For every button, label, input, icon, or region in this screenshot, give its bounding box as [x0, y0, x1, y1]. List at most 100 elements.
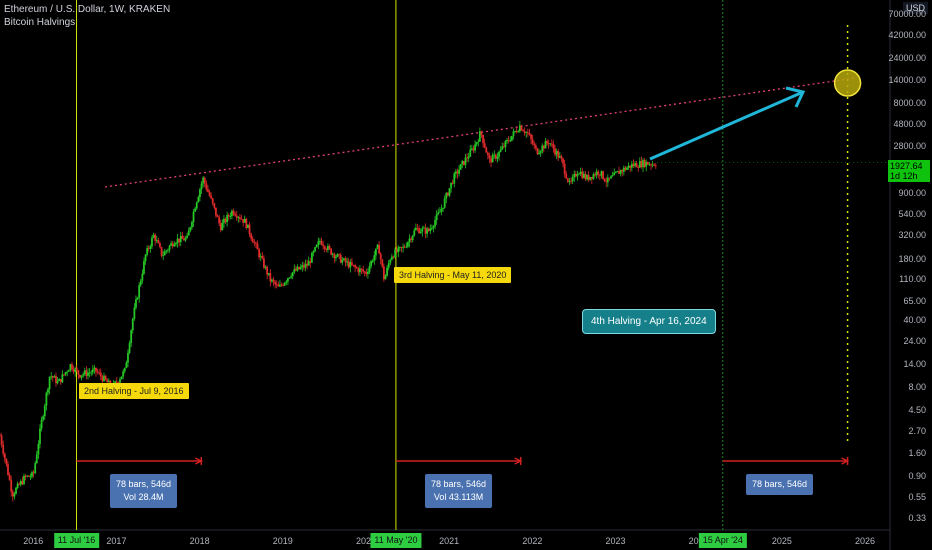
halving-2-note[interactable]: 2nd Halving - Jul 9, 2016 [79, 383, 189, 399]
candle-body [239, 217, 241, 219]
candle-body [496, 156, 499, 159]
candle-body [314, 247, 317, 252]
candle-body [203, 177, 206, 184]
candle-body [114, 381, 117, 383]
candle-body [211, 198, 214, 204]
halving-3-note[interactable]: 3rd Halving - May 11, 2020 [394, 267, 512, 283]
candle-body [293, 268, 296, 273]
candle-body [488, 155, 491, 159]
candle-body [589, 177, 592, 180]
symbol-title[interactable]: Ethereum / U.S. Dollar, 1W, KRAKEN [4, 4, 171, 15]
halving-date-tag: 15 Apr '24 [698, 533, 747, 548]
target-circle [833, 69, 862, 97]
candle-body [490, 158, 492, 163]
candle-body [0, 435, 3, 445]
candle-body [557, 151, 560, 158]
candle-body [69, 364, 72, 371]
candle-body [376, 244, 379, 249]
candle-body [632, 163, 635, 166]
candle-body [285, 281, 288, 283]
candle-body [472, 148, 475, 151]
candle-body [621, 170, 624, 172]
candle-body [498, 151, 500, 157]
candle-body [287, 278, 289, 282]
candle-body [411, 235, 414, 241]
y-tick-label: 1.60 [908, 447, 926, 458]
candle-body [335, 256, 337, 259]
candle-body [136, 297, 139, 300]
candle-body [135, 299, 137, 308]
candle-body [646, 161, 649, 165]
candle-body [618, 171, 620, 174]
candle-body [382, 266, 385, 280]
y-tick-label: 2.70 [908, 426, 926, 437]
range-1-box[interactable]: 78 bars, 546d Vol 28.4M [110, 474, 178, 508]
candle-body [16, 483, 19, 489]
candle-body [381, 259, 384, 267]
candle-body [152, 234, 155, 238]
candle-body [264, 266, 267, 268]
candle-body [542, 145, 545, 149]
candle-body [288, 277, 291, 279]
candle-body [191, 222, 193, 228]
candle-body [349, 262, 352, 268]
candle-body [398, 247, 401, 248]
candle-body [544, 141, 547, 149]
candle-body [336, 254, 339, 257]
candle-body [643, 160, 646, 167]
candle-body [91, 369, 94, 373]
candle-body [595, 171, 598, 176]
candle-body [160, 247, 163, 256]
candle-body [184, 237, 187, 241]
halving-date-tag: 11 Jul '16 [53, 533, 100, 548]
candle-body [533, 143, 536, 146]
candle-body [427, 228, 430, 231]
candle-body [26, 475, 29, 477]
candle-body [186, 235, 189, 238]
x-tick-label: 2022 [522, 536, 543, 546]
candle-body [189, 227, 192, 231]
candle-body [122, 371, 125, 377]
candle-body [549, 143, 552, 145]
candle-body [610, 176, 612, 179]
candle-body [243, 218, 246, 223]
candle-body [303, 265, 305, 268]
candle-body [39, 428, 41, 444]
candle-body [58, 378, 61, 381]
candle-body [261, 256, 264, 259]
candle-body [322, 244, 325, 247]
candle-body [216, 215, 219, 217]
candle-body [35, 454, 38, 464]
candle-body [550, 143, 553, 145]
candle-body [573, 173, 576, 177]
candle-body [88, 372, 91, 374]
candle-body [403, 246, 406, 248]
candle-body [101, 376, 104, 382]
candle-body [458, 169, 460, 174]
candle-body [295, 268, 297, 271]
candle-body [467, 156, 470, 159]
candle-body [453, 173, 456, 184]
candle-body [400, 247, 403, 248]
y-tick-label: 24.00 [903, 336, 926, 347]
candle-body [578, 173, 580, 175]
halving-4-note[interactable]: 4th Halving - Apr 16, 2024 [582, 309, 716, 334]
candle-body [611, 175, 614, 177]
indicator-label[interactable]: Bitcoin Halvings [4, 17, 76, 28]
y-tick-label: 320.00 [898, 230, 926, 241]
candle-body [275, 284, 278, 286]
last-price-countdown: 1d 12h [890, 171, 918, 181]
candle-body [502, 146, 505, 148]
candle-body [466, 157, 468, 159]
candle-body [613, 172, 616, 176]
candle-body [104, 375, 107, 380]
candle-body [558, 156, 561, 158]
range-2-box[interactable]: 78 bars, 546d Vol 43.113M [425, 474, 493, 508]
candle-body [635, 163, 638, 168]
candle-body [480, 131, 483, 135]
range-3-box[interactable]: 78 bars, 546d [746, 474, 814, 495]
candle-body [579, 171, 582, 174]
y-tick-label: 4.50 [908, 405, 926, 416]
candle-body [96, 371, 99, 373]
